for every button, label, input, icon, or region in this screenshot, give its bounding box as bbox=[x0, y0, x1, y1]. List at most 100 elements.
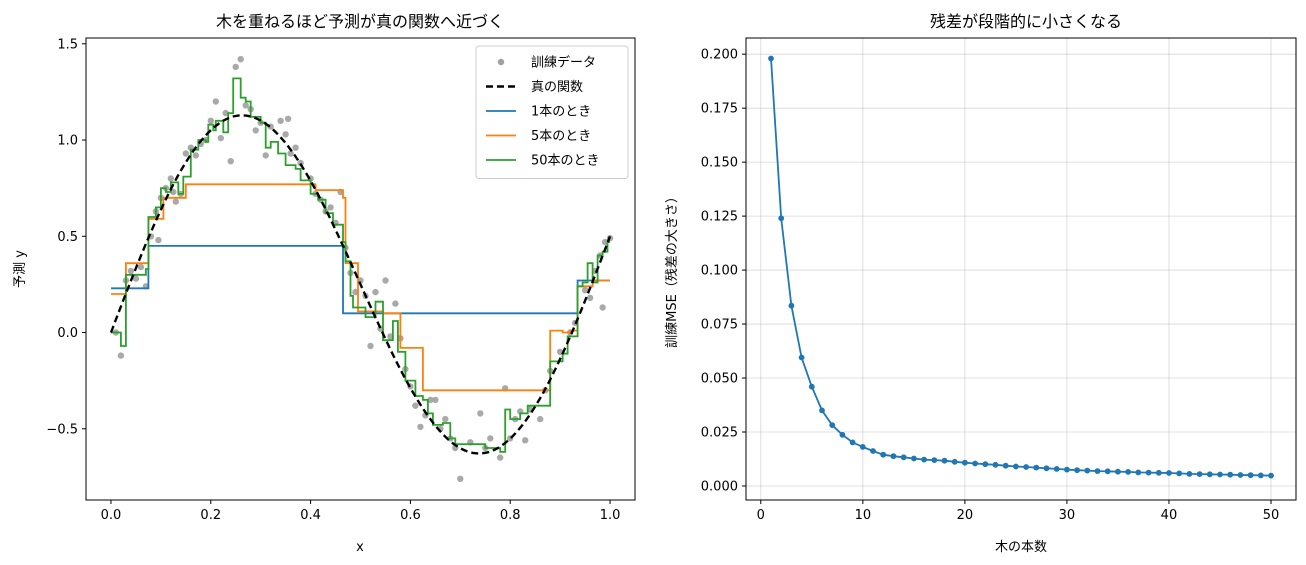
y-tick-label: 0.125 bbox=[701, 210, 738, 225]
training-data-point bbox=[487, 435, 494, 442]
legend-label: 真の関数 bbox=[531, 80, 583, 95]
x-tick-label: 40 bbox=[1161, 508, 1178, 523]
training-data-point bbox=[581, 287, 589, 294]
mse-point bbox=[992, 461, 999, 468]
x-tick-label: 0.6 bbox=[400, 508, 421, 523]
legend-label: 50本のとき bbox=[531, 154, 600, 169]
training-data-point bbox=[167, 175, 174, 182]
mse-point bbox=[890, 453, 897, 460]
training-data-point bbox=[327, 204, 334, 211]
mse-point bbox=[870, 448, 876, 454]
mse-point bbox=[819, 407, 825, 414]
training-data-point bbox=[132, 275, 140, 282]
training-data-point bbox=[382, 277, 389, 284]
y-tick-label: 0.5 bbox=[57, 230, 78, 245]
mse-point bbox=[962, 459, 968, 466]
left-y-ticks: −0.5 0.0 0.5 1.0 1.5 bbox=[46, 37, 86, 437]
training-data-point bbox=[137, 263, 145, 271]
training-data-point bbox=[457, 475, 464, 482]
mse-point bbox=[1053, 466, 1060, 472]
x-tick-label: 50 bbox=[1263, 508, 1280, 523]
mse-point bbox=[1166, 470, 1172, 476]
x-tick-label: 0.8 bbox=[500, 508, 521, 523]
training-data-point bbox=[212, 98, 219, 105]
x-tick-label: 0.2 bbox=[200, 508, 221, 523]
mse-point bbox=[1064, 466, 1070, 473]
mse-point bbox=[982, 461, 989, 468]
training-data-point bbox=[497, 454, 504, 461]
mse-point bbox=[951, 458, 958, 465]
mse-point bbox=[931, 457, 938, 463]
mse-line bbox=[770, 58, 1272, 477]
right-chart: 残差が段階的に小さくなる 0 10 20 30 40 50 0.000 0.025 0.050… bbox=[664, 12, 1297, 555]
mse-point bbox=[1257, 472, 1264, 479]
training-data-point bbox=[442, 415, 449, 423]
y-tick-label: 0.0 bbox=[57, 326, 78, 341]
training-data-point bbox=[367, 342, 374, 350]
right-plot-area bbox=[768, 55, 1274, 479]
mse-point bbox=[1033, 464, 1040, 471]
training-data-point bbox=[117, 352, 125, 359]
training-data-point bbox=[227, 158, 234, 165]
x-tick-label: 10 bbox=[855, 508, 872, 523]
left-chart: 木を重ねるほど予測が真の関数へ近づく 0.0 0.2 0.4 0.6 0.8 1.0 −0… bbox=[13, 12, 636, 555]
mse-point bbox=[1237, 472, 1244, 478]
legend-label: 1本のとき bbox=[531, 105, 591, 120]
training-data-point bbox=[412, 402, 419, 409]
training-data-point bbox=[252, 127, 259, 134]
right-chart-grid bbox=[746, 38, 1296, 500]
mse-point bbox=[1013, 463, 1019, 470]
mse-point bbox=[1002, 462, 1009, 469]
mse-point bbox=[941, 457, 948, 464]
right-chart-title: 残差が段階的に小さくなる bbox=[930, 12, 1122, 31]
mse-point bbox=[1145, 469, 1152, 476]
training-data-point bbox=[127, 267, 135, 275]
y-tick-label: 0.150 bbox=[701, 156, 738, 171]
x-tick-label: 0.0 bbox=[101, 508, 122, 523]
training-data-point bbox=[282, 131, 289, 138]
training-data-point bbox=[207, 117, 214, 125]
legend-marker bbox=[497, 58, 505, 66]
mse-point bbox=[921, 456, 927, 463]
legend-label: 5本のとき bbox=[531, 129, 591, 144]
y-tick-label: 1.5 bbox=[57, 37, 78, 52]
x-tick-label: 0 bbox=[757, 508, 765, 523]
training-data-point bbox=[192, 152, 199, 159]
series-line-fifty-trees bbox=[111, 77, 610, 453]
training-data-point bbox=[262, 152, 269, 159]
right-y-ticks: 0.000 0.025 0.050 0.075 0.100 0.125 0.150 0.175… bbox=[701, 48, 746, 494]
mse-point bbox=[1217, 471, 1223, 478]
right-x-axis-label: 木の本数 bbox=[995, 540, 1047, 555]
right-axes-frame bbox=[745, 37, 1297, 501]
mse-point bbox=[849, 439, 856, 446]
training-data-point bbox=[352, 288, 359, 296]
y-tick-label: 0.075 bbox=[701, 318, 738, 333]
training-data-point bbox=[172, 198, 179, 205]
left-chart-title: 木を重ねるほど予測が真の関数へ近づく bbox=[216, 12, 504, 31]
left-y-axis-label: 予測 y bbox=[13, 250, 28, 288]
training-data-point bbox=[242, 102, 249, 109]
mse-point bbox=[1135, 469, 1142, 476]
training-data-point bbox=[155, 236, 162, 244]
y-tick-label: 0.175 bbox=[701, 102, 738, 117]
y-tick-label: 0.100 bbox=[701, 264, 738, 279]
training-data-point bbox=[387, 333, 394, 340]
left-axes-frame bbox=[85, 37, 636, 501]
mse-point bbox=[1268, 472, 1274, 479]
right-x-ticks: 0 10 20 30 40 50 bbox=[757, 500, 1280, 523]
mse-point bbox=[1043, 465, 1050, 472]
training-data-point bbox=[217, 134, 224, 142]
training-data-point bbox=[522, 437, 529, 444]
left-x-axis-label: x bbox=[356, 540, 364, 555]
training-data-point bbox=[586, 294, 594, 302]
mse-point bbox=[911, 455, 917, 462]
mse-point bbox=[1186, 471, 1193, 477]
training-data-point bbox=[372, 288, 379, 296]
legend-box bbox=[475, 45, 629, 179]
training-data-point bbox=[287, 150, 294, 157]
mse-point bbox=[1227, 471, 1234, 478]
mse-point bbox=[788, 302, 795, 309]
x-tick-label: 0.4 bbox=[300, 508, 321, 523]
